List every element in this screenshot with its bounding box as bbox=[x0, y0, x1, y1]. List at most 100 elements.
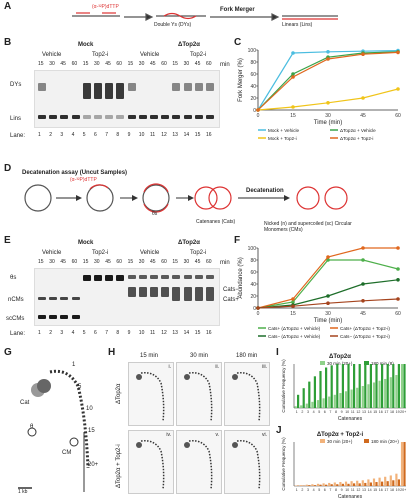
lane-number: 13 bbox=[172, 132, 178, 138]
blot-band bbox=[116, 115, 125, 119]
time-label: 60 bbox=[71, 259, 78, 265]
series-line bbox=[257, 88, 399, 111]
data-point bbox=[326, 258, 330, 262]
y-axis-label: Fork Merger (%) bbox=[238, 58, 244, 102]
panel-label-a: A bbox=[4, 1, 12, 12]
data-point bbox=[256, 108, 260, 112]
time-label: 15 bbox=[38, 259, 44, 265]
blot-band bbox=[194, 83, 203, 91]
chart-j: ΔTop2α + Top2-i30 min (20+) 180 min (20+)… bbox=[281, 432, 406, 500]
blot-band bbox=[206, 275, 214, 279]
chart-c: 0 20 40 60 80 100 0 15 30 45 60 Time (min) Fork Merg… bbox=[238, 48, 401, 141]
x-tick-label: 3 bbox=[307, 488, 309, 492]
y-axis-label: Cumulative Frequency (%) bbox=[281, 359, 286, 413]
trace-node bbox=[184, 442, 190, 448]
data-point bbox=[361, 258, 365, 262]
x-tick-label: 45 bbox=[360, 311, 366, 317]
lane-number: 2 bbox=[49, 330, 52, 336]
b-lins-label: Lins bbox=[10, 116, 22, 122]
legend-label: Cats− (ΔTop2α + Top2-i) bbox=[340, 334, 390, 339]
x-tick-label: 15 bbox=[373, 488, 377, 492]
b-dtop2-header: ΔTop2α bbox=[178, 42, 200, 48]
x-tick-label: 12 bbox=[356, 488, 360, 492]
tile-tag: iii. bbox=[262, 364, 267, 370]
data-point bbox=[396, 297, 400, 301]
blot-b bbox=[34, 70, 220, 128]
bar bbox=[336, 364, 339, 408]
x-tick-label: 1 bbox=[296, 410, 298, 414]
bar bbox=[386, 481, 389, 486]
lane-number: 16 bbox=[206, 132, 212, 138]
lane-number: 3 bbox=[60, 132, 64, 138]
tile-tag: vi. bbox=[262, 432, 267, 438]
time-label: 60 bbox=[116, 259, 122, 265]
d-cms: Nicked (n) and supercoiled (sc) Circular… bbox=[264, 221, 352, 233]
time-label: 45 bbox=[60, 259, 66, 265]
x-tick-label: 18 bbox=[390, 410, 394, 414]
blot-band bbox=[38, 297, 46, 300]
data-point bbox=[396, 267, 400, 271]
bar bbox=[397, 364, 400, 408]
x-tick-label: 10 bbox=[345, 488, 349, 492]
lane-number: 8 bbox=[116, 330, 120, 336]
blot-band bbox=[71, 297, 80, 300]
trace-node bbox=[184, 374, 190, 380]
micrograph-tile: iv. bbox=[128, 430, 174, 494]
time-label: 15 bbox=[82, 61, 89, 67]
trace-node bbox=[232, 442, 238, 448]
time-label: 60 bbox=[116, 61, 122, 67]
time-label: 45 bbox=[194, 259, 201, 265]
data-point bbox=[291, 300, 295, 304]
trace-node bbox=[232, 374, 238, 380]
x-tick-label: 1 bbox=[296, 488, 298, 492]
bar bbox=[333, 482, 336, 486]
bar bbox=[305, 403, 308, 408]
bar bbox=[316, 400, 320, 408]
lane-number: 10 bbox=[138, 330, 145, 336]
time-label: 30 bbox=[49, 259, 55, 265]
time-label: 45 bbox=[194, 61, 201, 67]
legend-label: Mock + Top2-i bbox=[268, 136, 297, 141]
data-point bbox=[291, 297, 295, 301]
e-veh2: Vehicle bbox=[140, 250, 160, 256]
bar bbox=[384, 476, 387, 486]
blot-band bbox=[127, 275, 136, 279]
lane-number: 15 bbox=[194, 330, 201, 336]
blot-band bbox=[194, 275, 203, 279]
blot-band bbox=[183, 287, 192, 301]
lane-number: 16 bbox=[206, 330, 212, 336]
x-tick-label: 20+ bbox=[400, 410, 406, 414]
bar bbox=[389, 377, 392, 408]
blot-e bbox=[34, 268, 220, 326]
x-tick-label: 15 bbox=[373, 410, 377, 414]
time-label: 30 bbox=[94, 259, 100, 265]
e-top2: Top2-i bbox=[190, 250, 207, 256]
data-point bbox=[291, 72, 295, 76]
x-tick-label: 45 bbox=[360, 113, 366, 119]
blot-band bbox=[82, 275, 91, 281]
bar bbox=[384, 378, 387, 408]
blot-band bbox=[150, 275, 158, 279]
x-tick-label: 18 bbox=[390, 488, 394, 492]
lane-number: 14 bbox=[183, 330, 190, 336]
x-tick-label: 14 bbox=[368, 410, 372, 414]
micrograph-tile: i. bbox=[128, 362, 174, 426]
blot-band bbox=[105, 275, 114, 281]
b-dys-label: DYs bbox=[10, 82, 22, 88]
panel-label-g: G bbox=[4, 347, 12, 358]
legend-label: Cats− (ΔTop2α + Vehicle) bbox=[268, 334, 321, 339]
blot-band bbox=[71, 315, 80, 319]
trace-node bbox=[136, 442, 142, 448]
e-catsm-label: Cats− bbox=[223, 287, 239, 293]
blot-band bbox=[116, 275, 125, 281]
bar bbox=[322, 398, 325, 408]
panel-label-j: J bbox=[276, 425, 282, 436]
x-tick-label: 3 bbox=[307, 410, 309, 414]
bar bbox=[386, 364, 389, 408]
data-point bbox=[326, 50, 330, 54]
data-point bbox=[326, 255, 330, 259]
bar bbox=[378, 477, 381, 486]
bar bbox=[305, 484, 308, 486]
